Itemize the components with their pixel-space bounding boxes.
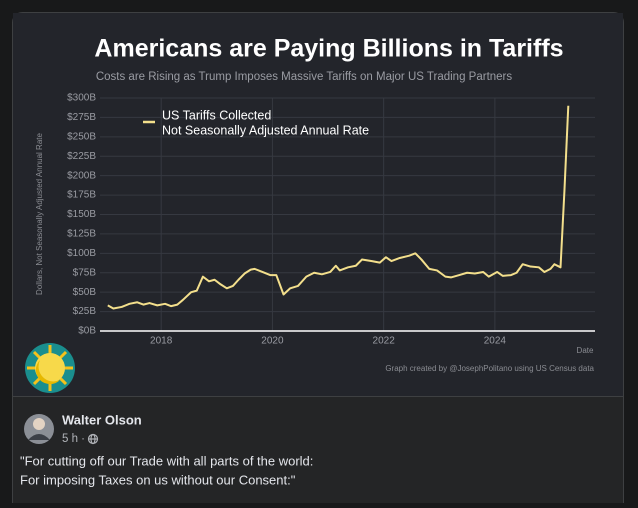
- x-tick-label: 2018: [150, 336, 173, 347]
- chart-image: [13, 13, 623, 396]
- author-name[interactable]: Walter Olson: [62, 412, 142, 427]
- y-tick-label: $275B: [67, 112, 96, 123]
- y-tick-label: $125B: [67, 229, 96, 240]
- y-tick-label: $200B: [67, 170, 96, 181]
- y-tick-label: $175B: [67, 190, 96, 201]
- y-tick-label: $75B: [73, 267, 97, 278]
- x-axis-label: Date: [577, 346, 594, 355]
- post-text-line: For imposing Taxes on us without our Con…: [20, 472, 296, 487]
- x-tick-label: 2024: [484, 336, 507, 347]
- y-tick-label: $150B: [67, 209, 96, 220]
- legend-label: US Tariffs Collected: [162, 108, 271, 122]
- x-tick-label: 2020: [261, 336, 284, 347]
- y-tick-label: $0B: [78, 326, 96, 337]
- y-tick-label: $250B: [67, 131, 96, 142]
- y-tick-label: $25B: [73, 306, 97, 317]
- y-tick-label: $300B: [67, 93, 96, 104]
- line-series: [107, 105, 570, 310]
- avatar-body: [28, 434, 50, 440]
- plot: $0B $25B $50B $75B $100B $125B $150B $175B $200B…: [67, 93, 595, 347]
- post-time[interactable]: 5 h ·: [62, 433, 85, 445]
- chart-subtitle: Costs are Rising as Trump Imposes Massiv…: [96, 71, 513, 83]
- y-tick-label: $225B: [67, 151, 96, 162]
- y-axis-label: Dollars, Not Seasonally Adjusted Annual …: [35, 133, 44, 295]
- globe-icon: [87, 433, 99, 445]
- avatar-face: [33, 418, 45, 430]
- y-tick-label: $100B: [67, 248, 96, 259]
- legend-note: Not Seasonally Adjusted Annual Rate: [162, 123, 369, 137]
- post-text-line: "For cutting off our Trade with all part…: [20, 453, 313, 468]
- y-tick-label: $50B: [73, 287, 97, 298]
- x-tick-label: 2022: [373, 336, 396, 347]
- chart-title: Americans are Paying Billions in Tariffs: [94, 35, 563, 63]
- caption: Graph created by @JosephPolitano using U…: [385, 364, 594, 373]
- sun-icon: [25, 343, 75, 393]
